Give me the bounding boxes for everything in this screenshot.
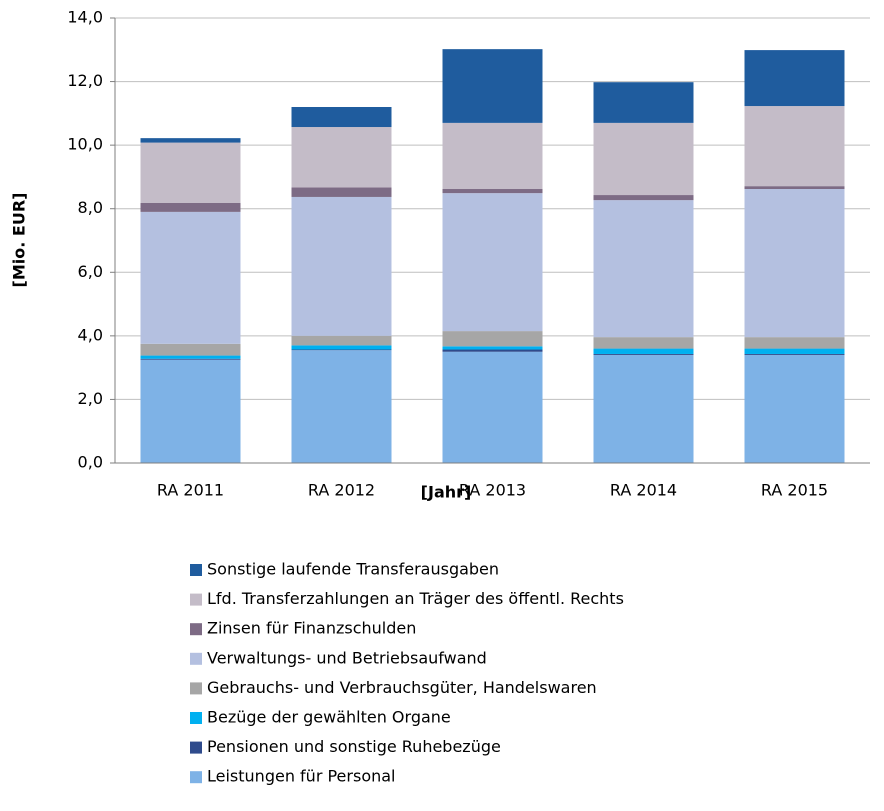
bar-segment — [140, 343, 241, 356]
y-tick-label: 0,0 — [78, 453, 103, 472]
bar-segment — [744, 337, 845, 349]
y-tick-label: 4,0 — [78, 325, 103, 344]
bar-segment — [593, 122, 694, 196]
bar-segment — [593, 337, 694, 349]
bar-segment — [593, 200, 694, 338]
bar-segment — [291, 335, 392, 346]
bar-segment — [744, 186, 845, 190]
legend-swatch — [190, 741, 202, 754]
bar-segment — [593, 82, 694, 123]
bar-segment — [140, 138, 241, 143]
bar-segment — [593, 348, 694, 354]
bar-segment — [140, 359, 241, 463]
bar-segment — [442, 49, 543, 123]
bar-segment — [442, 331, 543, 347]
y-tick-label: 14,0 — [67, 8, 103, 27]
y-tick-label: 6,0 — [78, 262, 103, 281]
bar-segment — [744, 189, 845, 338]
legend-label: Lfd. Transferzahlungen an Träger des öff… — [207, 589, 624, 608]
x-tick-label: RA 2014 — [610, 481, 677, 500]
bar-segment — [593, 353, 694, 355]
bar-segment — [744, 354, 845, 463]
bar-segment — [291, 107, 392, 128]
bar-segment — [140, 358, 241, 360]
bar-segment — [442, 189, 543, 194]
bar-segment — [593, 195, 694, 201]
y-tick-label: 8,0 — [78, 198, 103, 217]
bar-segment — [140, 211, 241, 344]
bar-segment — [442, 122, 543, 190]
legend-swatch — [190, 682, 202, 695]
x-tick-label: RA 2015 — [761, 481, 828, 500]
bar-segment — [744, 348, 845, 354]
legend-label: Bezüge der gewählten Organe — [207, 708, 451, 727]
bar-segment — [291, 345, 392, 350]
bar-segment — [140, 202, 241, 212]
legend-swatch — [190, 593, 202, 606]
x-axis-label: [Jahr] — [421, 483, 472, 502]
bar-segment — [442, 193, 543, 332]
legend-swatch — [190, 712, 202, 724]
bar-segment — [140, 355, 241, 359]
legend-label: Sonstige laufende Transferausgaben — [207, 560, 499, 579]
bar-segment — [593, 354, 694, 463]
bar-segment — [744, 106, 845, 187]
bar-segment — [291, 196, 392, 336]
y-tick-label: 10,0 — [67, 135, 103, 154]
bar-segment — [442, 349, 543, 352]
legend-label: Zinsen für Finanzschulden — [207, 619, 416, 638]
bar-segment — [291, 127, 392, 188]
bar-segment — [744, 50, 845, 107]
legend-label: Gebrauchs- und Verbrauchsgüter, Handelsw… — [207, 678, 597, 697]
legend-label: Verwaltungs- und Betriebsaufwand — [207, 648, 487, 667]
legend-label: Leistungen für Personal — [207, 767, 396, 786]
bar-segment — [744, 353, 845, 355]
y-tick-label: 2,0 — [78, 389, 103, 408]
legend-swatch — [190, 564, 202, 576]
bar-segment — [140, 142, 241, 203]
x-tick-label: RA 2011 — [157, 481, 224, 500]
y-tick-label: 12,0 — [67, 71, 103, 90]
bar-segment — [291, 349, 392, 351]
x-tick-label: RA 2012 — [308, 481, 375, 500]
x-tick-label: RA 2013 — [459, 481, 526, 500]
bar-segment — [442, 346, 543, 350]
legend-swatch — [190, 652, 202, 665]
bar-segment — [442, 351, 543, 463]
legend-swatch — [190, 623, 202, 636]
bar-segment — [291, 350, 392, 463]
bar-segment — [291, 187, 392, 197]
legend-label: Pensionen und sonstige Ruhebezüge — [207, 737, 501, 756]
y-axis-label: [Mio. EUR] — [10, 193, 29, 288]
legend-swatch — [190, 771, 202, 784]
